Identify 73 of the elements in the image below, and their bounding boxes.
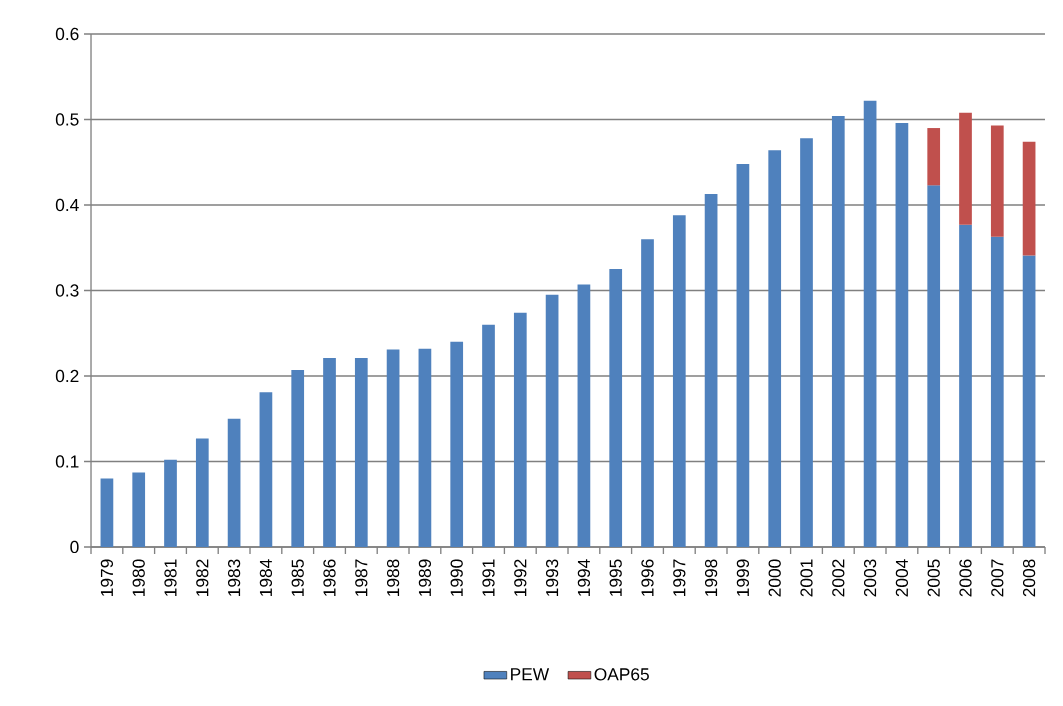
x-tick-label: 1981 [164, 559, 177, 596]
bar [1022, 255, 1036, 547]
bar [768, 150, 782, 547]
y-tick-label: 0.4 [55, 198, 79, 212]
x-tick-label: 2005 [927, 559, 940, 597]
x-tick-label: 1999 [736, 559, 750, 596]
bar [990, 236, 1004, 547]
bar [227, 418, 241, 547]
y-tick-label: 0.3 [55, 284, 79, 297]
bar [577, 284, 591, 547]
x-tick-label: 1982 [196, 559, 209, 596]
x-tick-label: 1992 [514, 559, 527, 596]
legend-label: PEW [511, 668, 550, 681]
x-tick-label: 1983 [227, 559, 241, 596]
bar [927, 185, 941, 547]
bar [354, 358, 368, 547]
y-tick-label: 0 [70, 540, 79, 554]
x-tick-label: 1998 [704, 559, 718, 596]
x-tick-label: 2004 [895, 559, 909, 597]
x-tick-label: 2007 [991, 559, 1004, 597]
bar [831, 116, 845, 547]
x-tick-label: 2003 [863, 559, 877, 597]
bar [641, 239, 654, 547]
x-tick-label: 1995 [609, 559, 622, 596]
bar [927, 128, 941, 186]
bar [959, 112, 972, 225]
x-tick-label: 2002 [832, 559, 845, 597]
bar [513, 312, 527, 547]
bar [863, 100, 877, 547]
x-tick-label: 1990 [450, 559, 463, 596]
bar [164, 459, 177, 547]
x-tick-label: 1986 [323, 559, 336, 596]
x-tick-label: 1997 [673, 559, 686, 596]
bar [990, 125, 1004, 237]
y-tick-label: 0.2 [55, 369, 79, 383]
x-tick-label: 1991 [482, 559, 495, 596]
bar [450, 341, 464, 547]
bar [959, 224, 972, 547]
x-tick-label: 1988 [386, 559, 400, 596]
x-tick-label: 1993 [545, 559, 559, 596]
x-tick-label: 1985 [291, 559, 304, 596]
bar [609, 269, 623, 547]
x-tick-label: 1987 [355, 559, 368, 596]
bar [545, 294, 559, 547]
bar [323, 358, 336, 547]
bar [736, 163, 750, 547]
x-tick-label: 1980 [132, 559, 145, 596]
bar [895, 122, 909, 547]
bar [291, 370, 305, 547]
bar [800, 138, 813, 547]
bar [132, 472, 146, 547]
legend-label: OAP65 [594, 668, 649, 681]
bar [386, 349, 400, 547]
y-tick-label: 0.1 [55, 455, 79, 468]
bar [672, 215, 686, 547]
bar [482, 324, 495, 547]
x-tick-label: 1994 [577, 559, 591, 596]
x-tick-label: 1979 [100, 559, 114, 596]
x-tick-label: 1989 [418, 559, 432, 596]
x-tick-label: 2001 [800, 559, 813, 597]
bar [195, 438, 209, 547]
bar [1022, 141, 1036, 256]
x-tick-label: 2006 [959, 559, 972, 597]
bar [418, 348, 432, 547]
y-tick-label: 0.6 [55, 27, 79, 41]
x-tick-label: 1984 [259, 559, 273, 596]
bar [704, 193, 718, 547]
x-tick-label: 1996 [641, 559, 654, 596]
x-tick-label: 2008 [1022, 559, 1036, 597]
bar [100, 478, 114, 547]
x-tick-label: 2000 [768, 559, 781, 597]
y-tick-label: 0.5 [55, 113, 79, 126]
bar [259, 392, 273, 547]
